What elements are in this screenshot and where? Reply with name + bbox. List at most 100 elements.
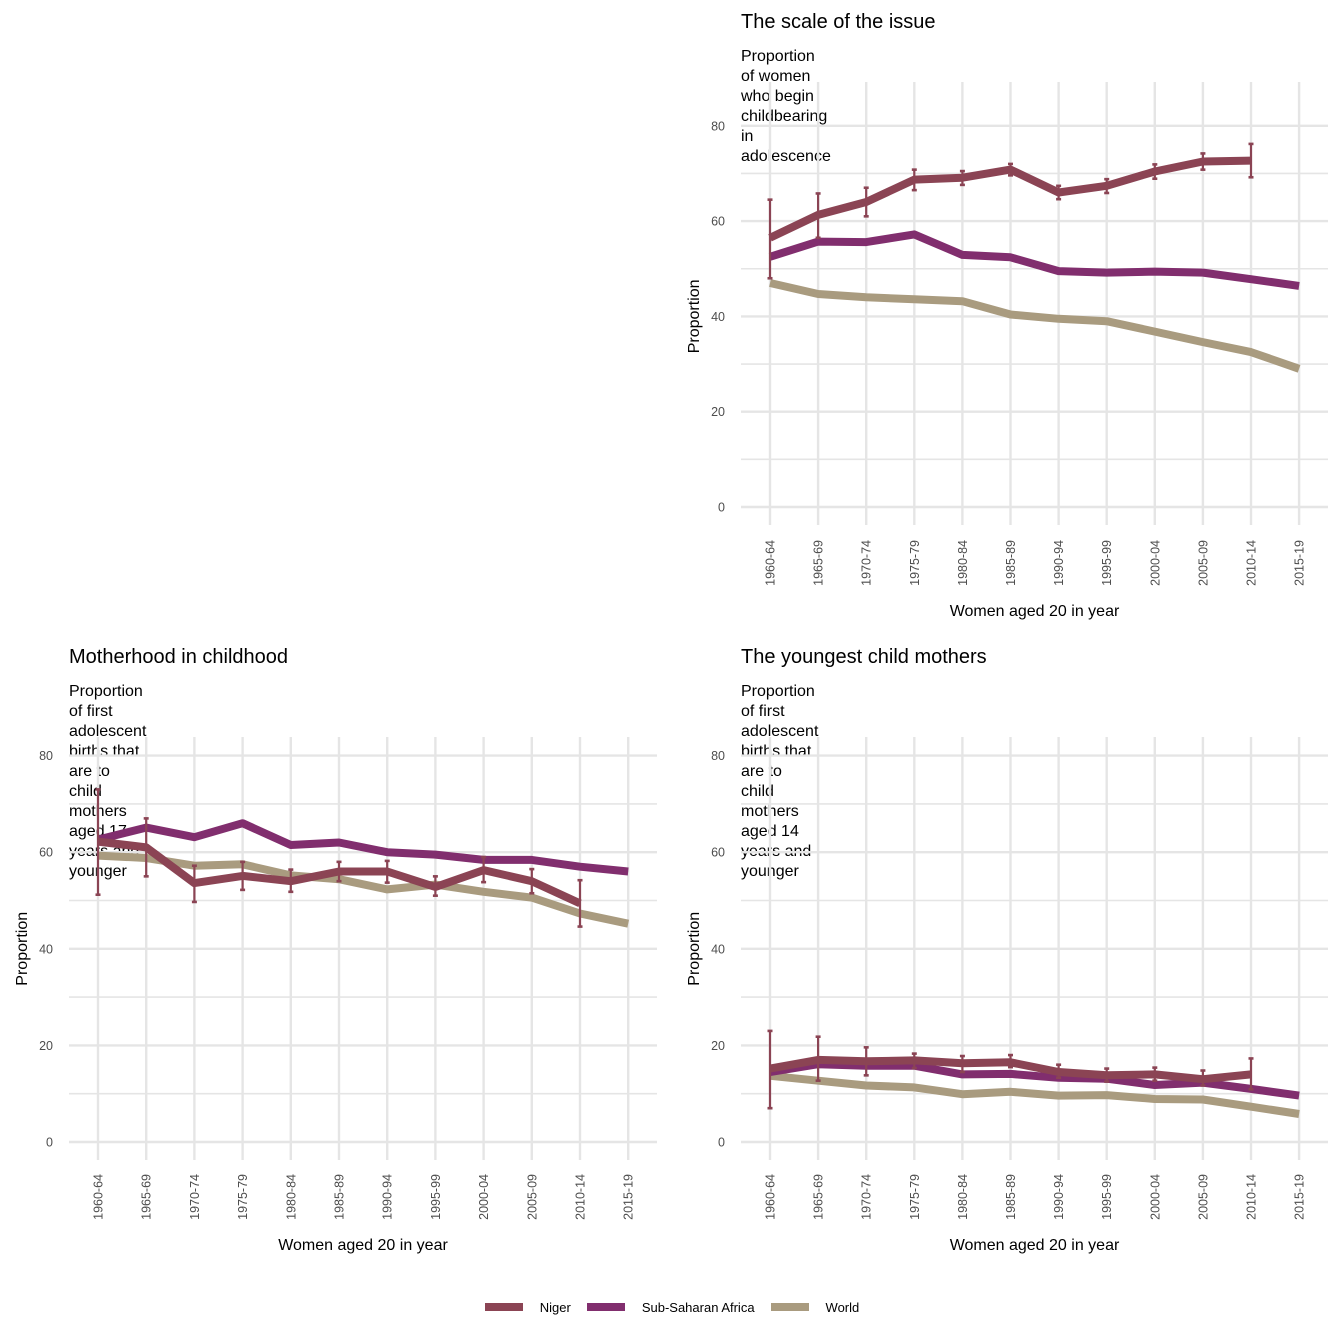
error-bar xyxy=(1248,1057,1254,1091)
error-bar xyxy=(1008,162,1013,177)
x-tick-label: 2000-04 xyxy=(477,1174,491,1220)
y-axis-title: Proportion xyxy=(686,912,703,986)
y-axis-title: Proportion xyxy=(686,279,703,353)
error-bar xyxy=(384,859,390,884)
x-tick-label: 2000-04 xyxy=(1148,1174,1162,1220)
y-tick-label: 60 xyxy=(711,846,725,860)
x-axis-title: Women aged 20 in year xyxy=(278,1237,448,1254)
legend-item-world: World xyxy=(770,1299,860,1315)
x-tick-label: 1965-69 xyxy=(812,540,826,586)
error-bar xyxy=(767,1029,773,1110)
x-tick-label: 1970-74 xyxy=(860,1174,874,1220)
series-line-world xyxy=(97,851,630,928)
y-axis-title: Proportion xyxy=(14,912,31,986)
series-line-sub-saharan-africa xyxy=(97,819,629,876)
x-tick-label: 1995-99 xyxy=(429,1174,443,1220)
x-tick-label: 2015-19 xyxy=(1293,1174,1307,1220)
x-tick-label: 1965-69 xyxy=(812,1174,826,1220)
error-bar xyxy=(240,860,246,892)
x-tick-label: 1960-64 xyxy=(92,1174,106,1220)
panel-title: The youngest child mothers xyxy=(741,646,987,668)
error-bar xyxy=(1200,1069,1206,1087)
x-tick-label: 2005-09 xyxy=(525,1174,539,1220)
x-tick-label: 1980-84 xyxy=(284,1174,298,1220)
x-tick-label: 1970-74 xyxy=(188,1174,202,1220)
error-bar xyxy=(1056,184,1062,201)
legend-label: World xyxy=(825,1299,860,1315)
x-tick-label: 1985-89 xyxy=(333,1174,347,1220)
series-line-sub-saharan-africa xyxy=(768,230,1300,290)
error-bar xyxy=(1104,177,1110,195)
x-tick-label: 2005-09 xyxy=(1196,1174,1210,1220)
error-bar xyxy=(1152,1066,1158,1082)
legend-item-niger: Niger xyxy=(484,1299,571,1315)
error-bar xyxy=(1104,1067,1110,1083)
x-tick-label: 1990-94 xyxy=(1052,1174,1066,1220)
error-bar xyxy=(577,878,583,928)
x-tick-label: 1995-99 xyxy=(1100,1174,1114,1220)
y-tick-label: 20 xyxy=(39,1039,53,1053)
x-tick-label: 1965-69 xyxy=(140,1174,154,1220)
y-tick-label: 80 xyxy=(711,749,725,763)
x-tick-label: 2015-19 xyxy=(622,1174,636,1220)
error-bar xyxy=(529,867,535,895)
legend-swatch xyxy=(770,1303,809,1311)
panel-subtitle: Proportion of women who begin childbeari… xyxy=(741,48,831,165)
error-bar xyxy=(288,868,294,894)
error-bar xyxy=(1248,142,1254,179)
y-tick-label: 80 xyxy=(39,749,53,763)
x-tick-label: 2000-04 xyxy=(1148,540,1162,586)
error-bar xyxy=(1008,1053,1013,1069)
x-tick-label: 1995-99 xyxy=(1100,540,1114,586)
y-tick-label: 60 xyxy=(711,215,725,229)
x-tick-label: 2010-14 xyxy=(1245,540,1259,586)
y-tick-label: 0 xyxy=(46,1136,53,1150)
x-tick-label: 1960-64 xyxy=(764,1174,778,1220)
error-bar xyxy=(95,788,101,897)
y-tick-label: 0 xyxy=(718,1136,725,1150)
x-tick-label: 1985-89 xyxy=(1004,1174,1018,1220)
y-tick-label: 40 xyxy=(711,942,725,956)
x-tick-label: 1975-79 xyxy=(908,540,922,586)
legend-item-ssa: Sub-Saharan Africa xyxy=(586,1299,755,1315)
x-tick-label: 1975-79 xyxy=(908,1174,922,1220)
legend: Niger Sub-Saharan Africa World xyxy=(0,1296,1344,1318)
legend-label: Sub-Saharan Africa xyxy=(641,1299,755,1315)
x-tick-label: 1985-89 xyxy=(1004,540,1018,586)
panel-title: The scale of the issue xyxy=(741,11,936,33)
x-tick-label: 2015-19 xyxy=(1293,540,1307,586)
y-tick-label: 60 xyxy=(39,846,53,860)
error-bar xyxy=(815,1035,821,1082)
error-bar xyxy=(143,817,149,878)
error-bar xyxy=(1056,1063,1062,1080)
y-tick-label: 0 xyxy=(718,501,725,515)
x-tick-label: 2005-09 xyxy=(1196,540,1210,586)
y-tick-label: 20 xyxy=(711,405,725,419)
error-bar xyxy=(481,855,487,884)
error-bar xyxy=(863,186,869,218)
error-bar xyxy=(767,198,773,280)
y-tick-label: 80 xyxy=(711,119,725,133)
legend-swatch xyxy=(586,1303,625,1311)
error-bar xyxy=(815,192,821,240)
error-bar xyxy=(336,860,342,883)
series-line-sub-saharan-africa xyxy=(769,1060,1300,1100)
legend-swatch xyxy=(484,1303,523,1311)
error-bar xyxy=(1200,152,1206,171)
error-bar xyxy=(432,875,438,897)
x-tick-label: 1980-84 xyxy=(956,540,970,586)
legend-label: Niger xyxy=(539,1299,571,1315)
x-axis-title: Women aged 20 in year xyxy=(950,1237,1120,1254)
x-tick-label: 1990-94 xyxy=(1052,540,1066,586)
x-tick-label: 1990-94 xyxy=(381,1174,395,1220)
error-bar xyxy=(1152,163,1158,180)
x-tick-label: 1975-79 xyxy=(236,1174,250,1220)
x-tick-label: 1980-84 xyxy=(956,1174,970,1220)
error-bar xyxy=(959,1054,965,1074)
panel-title: Motherhood in childhood xyxy=(69,646,289,668)
error-bar xyxy=(191,864,197,904)
x-tick-label: 1960-64 xyxy=(764,540,778,586)
y-tick-label: 40 xyxy=(39,942,53,956)
